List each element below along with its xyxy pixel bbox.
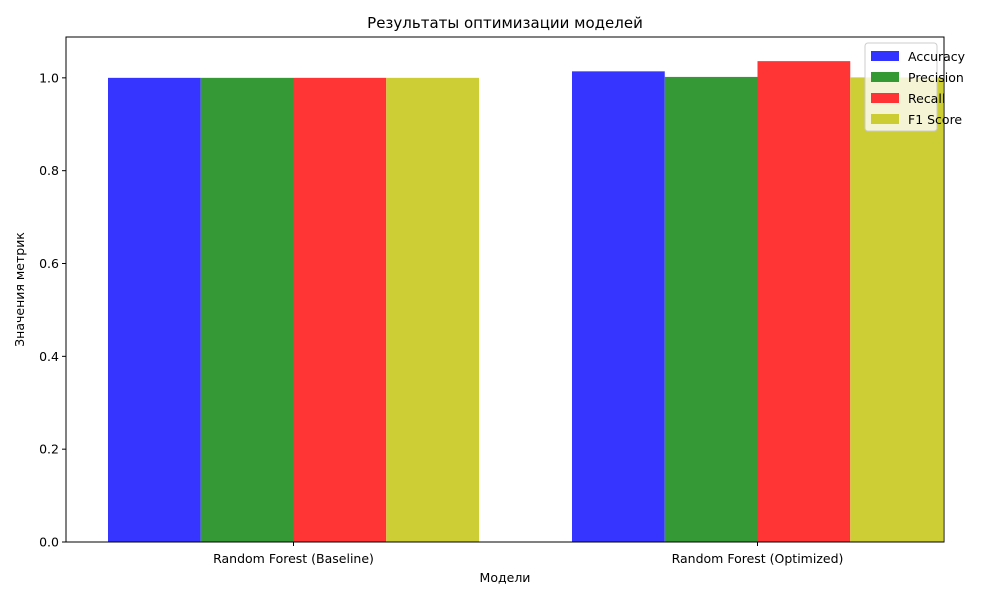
legend-label-recall: Recall xyxy=(908,91,945,106)
x-axis-label: Модели xyxy=(480,570,531,585)
bar-f1-score-0 xyxy=(386,77,479,543)
x-tick-label: Random Forest (Baseline) xyxy=(213,551,374,566)
y-axis-label: Значения метрик xyxy=(12,232,27,347)
x-tick-label: Random Forest (Optimized) xyxy=(672,551,844,566)
y-tick-label: 0.2 xyxy=(39,442,59,457)
bar-precision-1 xyxy=(664,76,758,542)
bar-precision-0 xyxy=(200,77,294,543)
bar-recall-1 xyxy=(757,61,851,543)
y-tick-label: 0.8 xyxy=(39,163,59,178)
legend-label-precision: Precision xyxy=(908,70,964,85)
chart-title: Результаты оптимизации моделей xyxy=(367,14,643,32)
ticks-group: 0.0 0.2 0.4 0.6 0.8 1.0 Random Forest (Baselin… xyxy=(39,70,843,566)
y-tick-label: 0.0 xyxy=(39,535,59,550)
bar-recall-0 xyxy=(293,77,387,543)
legend-box xyxy=(864,42,938,132)
y-tick-label: 1.0 xyxy=(39,70,59,85)
y-tick-label: 0.4 xyxy=(39,349,59,364)
legend-swatch-accuracy xyxy=(871,51,899,61)
legend: Accuracy Precision Recall F1 Score xyxy=(864,42,966,132)
bars-group xyxy=(108,61,943,543)
bar-f1-score-1 xyxy=(850,77,943,542)
bar-accuracy-1 xyxy=(572,71,665,543)
legend-swatch-recall xyxy=(871,93,899,103)
plot-frame xyxy=(65,36,945,543)
y-tick-label: 0.6 xyxy=(39,256,59,271)
legend-label-f1-score: F1 Score xyxy=(908,112,962,127)
legend-swatch-f1-score xyxy=(871,114,899,124)
legend-swatch-precision xyxy=(871,72,899,82)
legend-label-accuracy: Accuracy xyxy=(908,49,966,64)
bar-accuracy-0 xyxy=(108,77,201,543)
